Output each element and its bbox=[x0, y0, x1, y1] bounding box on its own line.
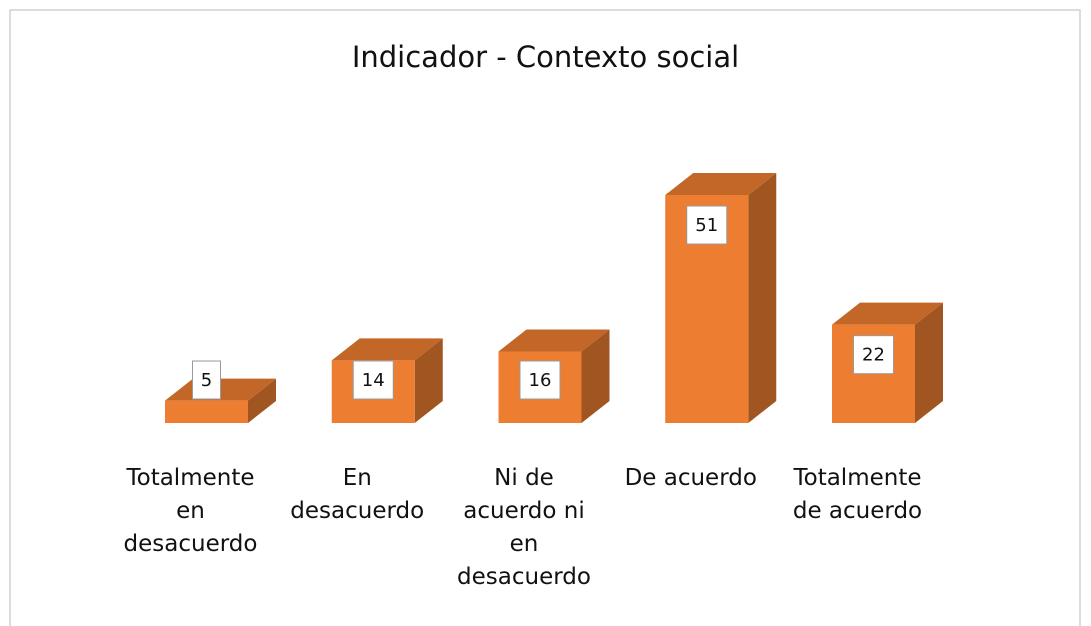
value-label-box bbox=[853, 335, 894, 375]
value-label: 16 bbox=[529, 370, 552, 391]
value-label: 14 bbox=[362, 370, 385, 391]
bar-side bbox=[414, 338, 443, 423]
x-tick-label: Totalmente de acuerdo bbox=[792, 465, 923, 524]
bar-top bbox=[331, 338, 443, 361]
value-label: 51 bbox=[695, 215, 718, 236]
value-label-box bbox=[686, 205, 728, 245]
chart-frame bbox=[9, 9, 1081, 626]
value-label-box bbox=[519, 360, 561, 400]
x-tick-label: Totalmente en desacuerdo bbox=[123, 465, 258, 557]
bar-side bbox=[748, 173, 777, 423]
bar-side bbox=[248, 378, 276, 423]
bar-front bbox=[665, 195, 749, 423]
value-label: 5 bbox=[201, 370, 212, 391]
bar-top bbox=[498, 329, 610, 352]
bar-side bbox=[915, 302, 943, 423]
value-label-box bbox=[352, 360, 394, 400]
bar-side bbox=[581, 329, 610, 423]
x-tick-label: Ni de acuerdo ni en desacuerdo bbox=[457, 465, 591, 590]
x-tick-label: De acuerdo bbox=[624, 465, 757, 491]
value-label-box bbox=[192, 360, 221, 400]
bar bbox=[665, 173, 777, 423]
bar-top bbox=[832, 302, 943, 325]
bar-top bbox=[665, 173, 777, 196]
value-label: 22 bbox=[862, 345, 885, 366]
x-tick-label: En desacuerdo bbox=[290, 465, 425, 524]
bar-front bbox=[165, 400, 248, 423]
chart-title: Indicador - Contexto social bbox=[351, 40, 740, 74]
